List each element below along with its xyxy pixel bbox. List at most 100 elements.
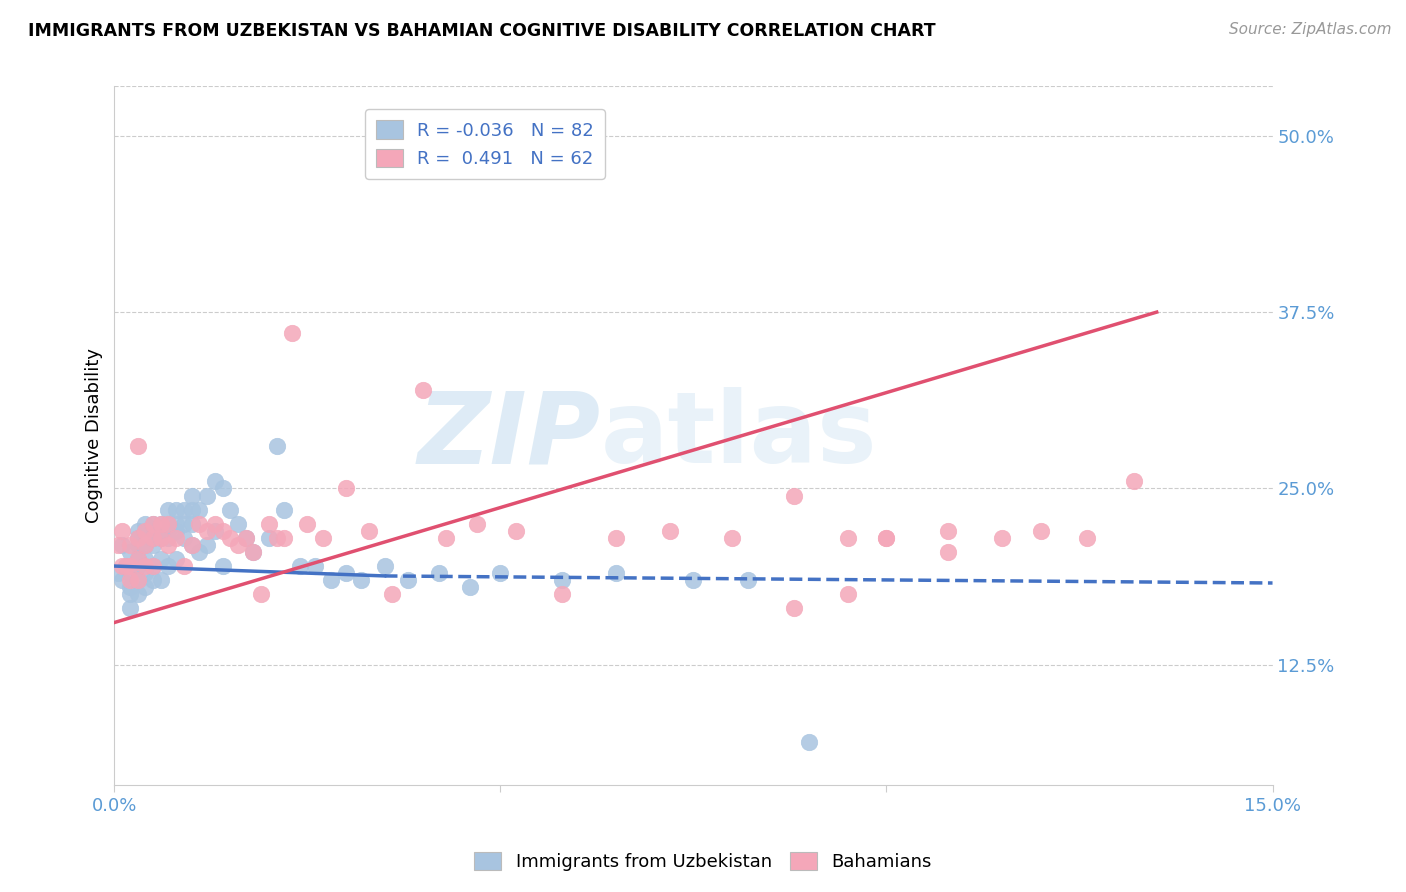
Point xyxy=(226,516,249,531)
Point xyxy=(134,524,156,538)
Point xyxy=(173,502,195,516)
Legend: Immigrants from Uzbekistan, Bahamians: Immigrants from Uzbekistan, Bahamians xyxy=(467,845,939,879)
Point xyxy=(134,538,156,552)
Point xyxy=(142,531,165,545)
Point xyxy=(783,601,806,615)
Point xyxy=(127,573,149,587)
Point xyxy=(142,538,165,552)
Point xyxy=(127,531,149,545)
Point xyxy=(876,531,898,545)
Point xyxy=(235,531,257,545)
Point xyxy=(427,566,450,581)
Point xyxy=(359,524,381,538)
Point xyxy=(173,559,195,574)
Text: Source: ZipAtlas.com: Source: ZipAtlas.com xyxy=(1229,22,1392,37)
Point xyxy=(157,531,180,545)
Point xyxy=(157,502,180,516)
Point xyxy=(188,516,211,531)
Point xyxy=(142,531,165,545)
Point xyxy=(737,573,759,587)
Point xyxy=(180,502,202,516)
Point xyxy=(118,559,141,574)
Point xyxy=(1122,475,1144,489)
Point xyxy=(188,545,211,559)
Text: ZIP: ZIP xyxy=(418,387,600,484)
Point xyxy=(350,573,373,587)
Point xyxy=(149,531,172,545)
Point xyxy=(991,531,1014,545)
Point xyxy=(312,531,335,545)
Point xyxy=(876,531,898,545)
Point xyxy=(157,516,180,531)
Point xyxy=(165,552,187,566)
Point xyxy=(242,545,264,559)
Point xyxy=(107,538,129,552)
Point xyxy=(211,559,233,574)
Point xyxy=(142,573,165,587)
Point xyxy=(111,573,134,587)
Text: IMMIGRANTS FROM UZBEKISTAN VS BAHAMIAN COGNITIVE DISABILITY CORRELATION CHART: IMMIGRANTS FROM UZBEKISTAN VS BAHAMIAN C… xyxy=(28,22,936,40)
Point xyxy=(118,545,141,559)
Point xyxy=(489,566,512,581)
Point xyxy=(288,559,311,574)
Point xyxy=(111,538,134,552)
Point xyxy=(173,516,195,531)
Point xyxy=(281,326,304,341)
Point xyxy=(118,587,141,601)
Point xyxy=(605,566,627,581)
Point xyxy=(118,601,141,615)
Point xyxy=(374,559,396,574)
Point xyxy=(134,524,156,538)
Point xyxy=(551,587,574,601)
Point xyxy=(235,531,257,545)
Point xyxy=(266,439,288,453)
Point xyxy=(127,538,149,552)
Point xyxy=(149,516,172,531)
Point xyxy=(266,531,288,545)
Point xyxy=(257,531,280,545)
Point xyxy=(142,516,165,531)
Point xyxy=(127,587,149,601)
Point xyxy=(605,531,627,545)
Point xyxy=(134,538,156,552)
Point xyxy=(195,489,218,503)
Point xyxy=(204,475,226,489)
Point xyxy=(142,559,165,574)
Point xyxy=(465,516,488,531)
Point xyxy=(837,531,859,545)
Point xyxy=(157,538,180,552)
Point xyxy=(335,566,357,581)
Point xyxy=(204,524,226,538)
Point xyxy=(127,524,149,538)
Point xyxy=(783,489,806,503)
Point xyxy=(118,566,141,581)
Point xyxy=(134,516,156,531)
Point xyxy=(134,559,156,574)
Point xyxy=(165,531,187,545)
Point xyxy=(134,566,156,581)
Point xyxy=(505,524,527,538)
Point xyxy=(211,482,233,496)
Point xyxy=(381,587,404,601)
Point xyxy=(127,552,149,566)
Point xyxy=(165,516,187,531)
Point xyxy=(127,552,149,566)
Point xyxy=(157,559,180,574)
Point xyxy=(1029,524,1052,538)
Point xyxy=(250,587,273,601)
Point xyxy=(204,516,226,531)
Point xyxy=(335,482,357,496)
Point xyxy=(458,580,481,594)
Point xyxy=(304,559,326,574)
Point xyxy=(396,573,419,587)
Point xyxy=(115,559,138,574)
Point xyxy=(149,524,172,538)
Point xyxy=(434,531,457,545)
Point xyxy=(180,538,202,552)
Point xyxy=(118,538,141,552)
Point xyxy=(127,439,149,453)
Point xyxy=(721,531,744,545)
Point xyxy=(149,573,172,587)
Point xyxy=(149,552,172,566)
Point xyxy=(127,573,149,587)
